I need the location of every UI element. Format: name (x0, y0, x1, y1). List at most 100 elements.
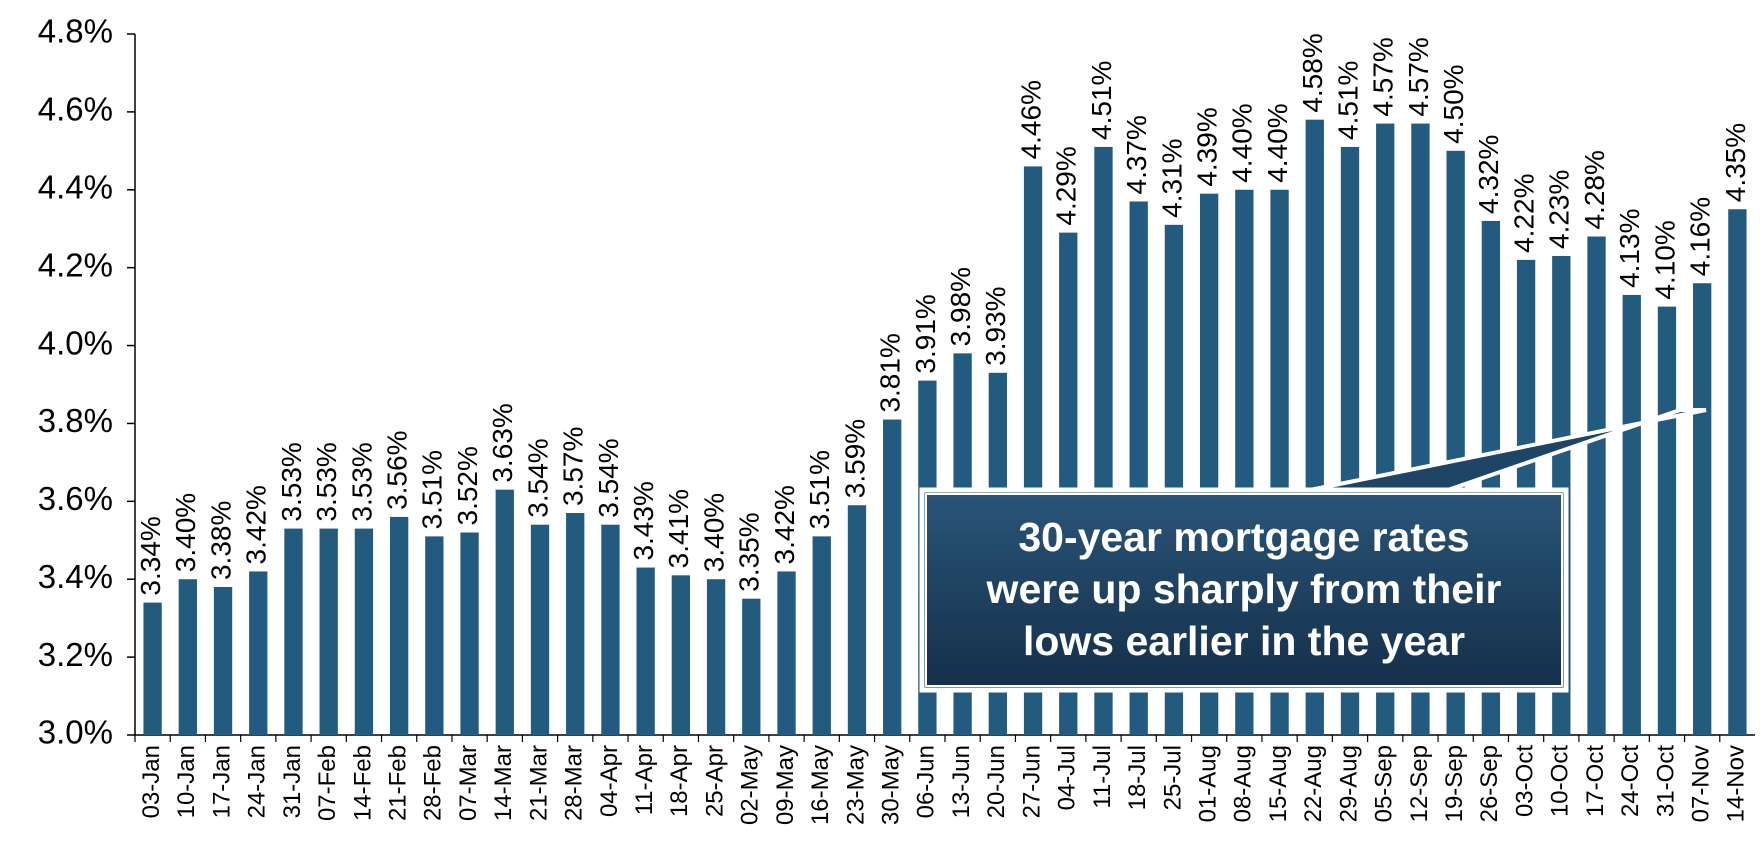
bar (1587, 236, 1606, 735)
x-tick-label: 27-Jun (1018, 745, 1045, 818)
bar (636, 567, 655, 735)
value-label: 3.52% (452, 446, 483, 525)
bar (883, 419, 902, 735)
x-tick-label: 04-Apr (596, 745, 623, 817)
x-tick-label: 03-Jan (138, 745, 165, 818)
bar (178, 579, 197, 735)
x-tick-label: 14-Nov (1723, 745, 1750, 822)
annotation: 30-year mortgage rates were up sharply fr… (919, 408, 1707, 693)
value-label: 4.37% (1121, 115, 1152, 194)
value-label: 3.42% (769, 485, 800, 564)
bar (601, 524, 620, 735)
x-tick-label: 07-Mar (455, 745, 482, 821)
x-tick-label: 24-Oct (1617, 745, 1644, 817)
x-tick-label: 01-Aug (1194, 745, 1221, 822)
value-label: 3.53% (346, 442, 377, 521)
value-label: 4.57% (1403, 37, 1434, 116)
value-label: 4.10% (1649, 220, 1680, 299)
value-label: 4.23% (1544, 170, 1575, 249)
x-tick-label: 30-May (878, 745, 905, 825)
value-label: 3.53% (311, 442, 342, 521)
value-label: 3.56% (382, 431, 413, 510)
bar (1657, 306, 1677, 735)
x-tick-label: 24-Jan (244, 745, 271, 818)
y-tick-label: 3.0% (38, 714, 113, 751)
bar (1622, 294, 1641, 735)
x-tick-label: 17-Oct (1582, 745, 1609, 817)
value-label: 3.41% (663, 489, 694, 568)
value-label: 3.98% (945, 267, 976, 346)
value-label: 3.40% (698, 493, 729, 572)
x-tick-label: 09-May (772, 745, 799, 825)
value-label: 4.51% (1086, 61, 1117, 140)
value-label: 4.16% (1685, 197, 1716, 276)
x-tick-label: 15-Aug (1265, 745, 1292, 822)
x-tick-label: 23-May (842, 745, 869, 825)
annotation-text: 30-year mortgage rates (1018, 514, 1469, 560)
value-label: 3.91% (910, 294, 941, 373)
value-label: 3.63% (487, 403, 518, 482)
bar (847, 505, 867, 735)
bar (284, 528, 303, 735)
x-tick-label: 29-Aug (1335, 745, 1362, 822)
bar (249, 571, 268, 735)
bar (354, 528, 374, 735)
bar (706, 579, 726, 735)
bar (530, 524, 550, 735)
x-tick-label: 08-Aug (1230, 745, 1257, 822)
value-label: 4.51% (1332, 61, 1363, 140)
value-label: 4.22% (1508, 173, 1539, 252)
x-tick-label: 07-Nov (1688, 745, 1715, 822)
x-tick-label: 14-Mar (490, 745, 517, 821)
x-tick-label: 31-Oct (1652, 745, 1679, 817)
x-tick-label: 21-Feb (384, 745, 411, 821)
x-tick-label: 28-Mar (561, 745, 588, 821)
x-tick-label: 11-Apr (631, 745, 658, 815)
bar (777, 571, 796, 735)
x-tick-label: 03-Oct (1511, 745, 1538, 817)
x-tick-label: 17-Jan (208, 745, 235, 818)
value-label: 3.51% (804, 450, 835, 529)
bar (319, 528, 338, 735)
x-tick-label: 19-Sep (1441, 745, 1468, 822)
value-label: 3.42% (241, 485, 272, 564)
y-tick-label: 4.0% (38, 324, 113, 361)
value-label: 4.13% (1614, 209, 1645, 288)
bar (143, 602, 162, 735)
value-label: 3.43% (628, 481, 659, 560)
x-tick-label: 04-Jul (1054, 745, 1081, 810)
x-tick-label: 05-Sep (1371, 745, 1398, 822)
value-label: 3.40% (170, 493, 201, 572)
x-tick-label: 02-May (737, 745, 764, 825)
value-label: 4.40% (1227, 103, 1258, 182)
value-label: 4.58% (1297, 33, 1328, 112)
x-tick-label: 12-Sep (1406, 745, 1433, 822)
x-tick-label: 21-Mar (525, 745, 552, 821)
x-tick-label: 18-Apr (666, 745, 693, 817)
bar (213, 587, 233, 735)
value-label: 3.53% (276, 442, 307, 521)
annotation-frame (925, 493, 1563, 687)
bar (389, 516, 409, 735)
x-tick-label: 25-Apr (701, 745, 728, 817)
x-tick-label: 10-Oct (1547, 745, 1574, 817)
callout-pointer (1299, 408, 1707, 494)
bar (671, 575, 691, 735)
value-label: 3.35% (734, 512, 765, 591)
annotation-text: were up sharply from their (986, 566, 1502, 612)
x-tick-label: 10-Jan (173, 745, 200, 818)
bar (812, 536, 831, 735)
bar (1728, 209, 1747, 735)
x-tick-label: 22-Aug (1300, 745, 1327, 822)
value-label: 3.59% (839, 419, 870, 498)
value-label: 3.81% (875, 333, 906, 412)
bar (460, 532, 479, 735)
y-tick-label: 3.4% (38, 558, 113, 595)
value-label: 4.40% (1262, 103, 1293, 182)
x-tick-label: 20-Jun (983, 745, 1010, 818)
value-label: 4.35% (1720, 123, 1751, 202)
annotation-box (919, 487, 1569, 693)
bar (495, 489, 514, 735)
value-label: 3.54% (593, 438, 624, 517)
